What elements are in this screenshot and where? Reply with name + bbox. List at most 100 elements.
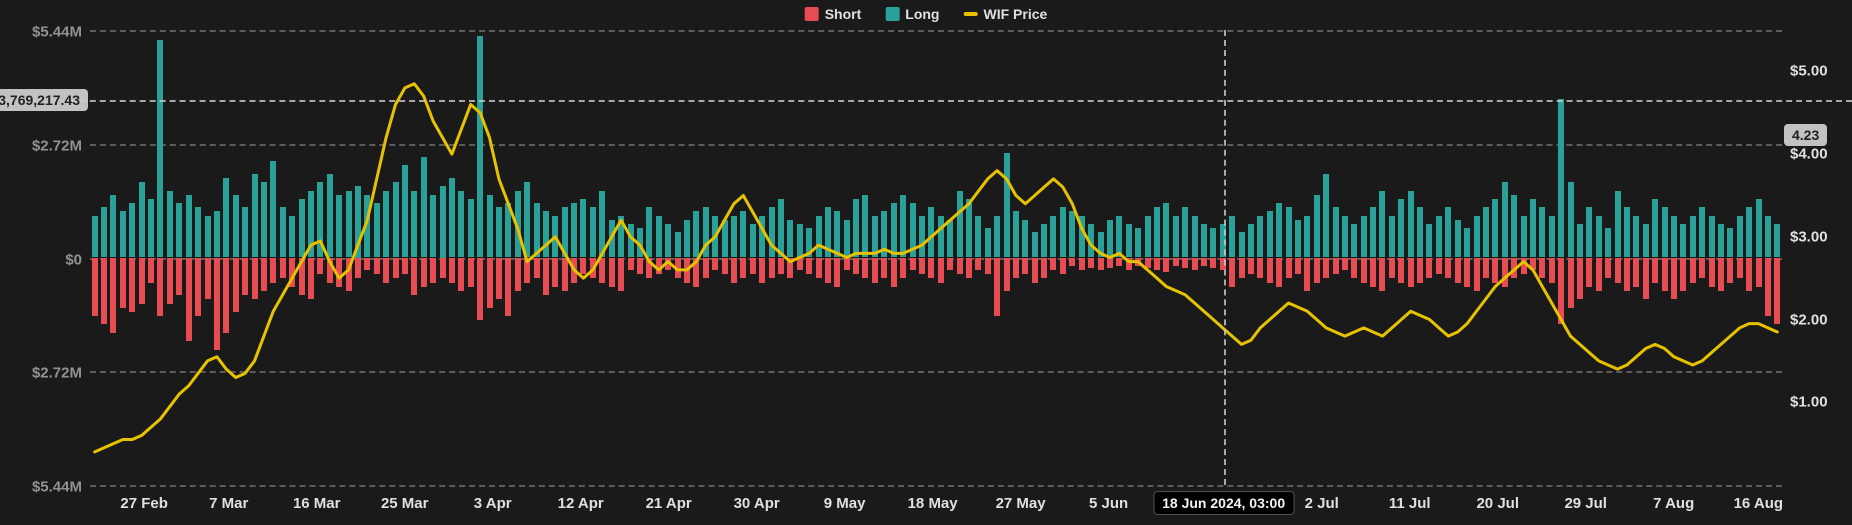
bar-short[interactable] — [975, 258, 981, 271]
bar-short[interactable] — [1276, 258, 1282, 287]
bar-long[interactable] — [270, 161, 276, 257]
bar-short[interactable] — [966, 258, 972, 279]
bar-long[interactable] — [750, 224, 756, 257]
bar-short[interactable] — [157, 258, 163, 317]
bar-long[interactable] — [1032, 232, 1038, 257]
bar-short[interactable] — [223, 258, 229, 333]
bar-short[interactable] — [1379, 258, 1385, 291]
bar-long[interactable] — [205, 216, 211, 258]
bar-long[interactable] — [1098, 232, 1104, 257]
bar-short[interactable] — [1492, 258, 1498, 283]
bar-short[interactable] — [1568, 258, 1574, 308]
bar-short[interactable] — [524, 258, 530, 283]
bar-short[interactable] — [1079, 258, 1085, 271]
bar-long[interactable] — [862, 195, 868, 258]
bar-short[interactable] — [534, 258, 540, 279]
bar-long[interactable] — [1276, 203, 1282, 257]
bar-long[interactable] — [346, 191, 352, 258]
bar-long[interactable] — [252, 174, 258, 258]
bar-short[interactable] — [430, 258, 436, 283]
bar-long[interactable] — [374, 203, 380, 257]
bar-long[interactable] — [1408, 191, 1414, 258]
bar-long[interactable] — [1116, 216, 1122, 258]
bar-long[interactable] — [1060, 207, 1066, 257]
bar-long[interactable] — [1709, 216, 1715, 258]
bar-long[interactable] — [1314, 195, 1320, 258]
bar-long[interactable] — [712, 216, 718, 258]
bar-short[interactable] — [618, 258, 624, 291]
bar-short[interactable] — [440, 258, 446, 279]
bar-short[interactable] — [1671, 258, 1677, 300]
bar-long[interactable] — [139, 182, 145, 257]
bar-long[interactable] — [1088, 224, 1094, 257]
bar-short[interactable] — [1709, 258, 1715, 287]
bar-short[interactable] — [458, 258, 464, 291]
bar-long[interactable] — [928, 207, 934, 257]
bar-long[interactable] — [327, 174, 333, 258]
bar-short[interactable] — [731, 258, 737, 283]
bar-long[interactable] — [844, 220, 850, 258]
bar-short[interactable] — [364, 258, 370, 271]
bar-long[interactable] — [1455, 220, 1461, 258]
bar-long[interactable] — [393, 182, 399, 257]
bar-short[interactable] — [468, 258, 474, 287]
bar-short[interactable] — [101, 258, 107, 325]
bar-short[interactable] — [1474, 258, 1480, 291]
bar-long[interactable] — [1286, 207, 1292, 257]
bar-long[interactable] — [289, 216, 295, 258]
bar-long[interactable] — [910, 203, 916, 257]
bar-short[interactable] — [374, 258, 380, 275]
bar-short[interactable] — [1210, 258, 1216, 268]
bar-long[interactable] — [646, 207, 652, 257]
bar-long[interactable] — [233, 195, 239, 258]
bar-long[interactable] — [1643, 224, 1649, 257]
bar-long[interactable] — [1323, 174, 1329, 258]
bar-short[interactable] — [1558, 258, 1564, 325]
bar-long[interactable] — [458, 191, 464, 258]
bar-short[interactable] — [1173, 258, 1179, 266]
bar-long[interactable] — [722, 220, 728, 258]
bar-long[interactable] — [1163, 203, 1169, 257]
bar-long[interactable] — [1267, 211, 1273, 257]
bar-long[interactable] — [759, 216, 765, 258]
bar-long[interactable] — [618, 216, 624, 258]
bar-short[interactable] — [252, 258, 258, 300]
bar-long[interactable] — [1727, 228, 1733, 257]
bar-long[interactable] — [919, 216, 925, 258]
bar-long[interactable] — [157, 40, 163, 257]
bar-long[interactable] — [1201, 224, 1207, 257]
bar-long[interactable] — [1239, 232, 1245, 257]
bar-short[interactable] — [1013, 258, 1019, 279]
bar-long[interactable] — [1041, 224, 1047, 257]
bar-long[interactable] — [1502, 182, 1508, 257]
bar-short[interactable] — [778, 258, 784, 275]
bar-long[interactable] — [524, 182, 530, 257]
bar-short[interactable] — [1662, 258, 1668, 291]
bar-short[interactable] — [1680, 258, 1686, 291]
bar-long[interactable] — [1737, 216, 1743, 258]
bar-long[interactable] — [1652, 199, 1658, 258]
bar-long[interactable] — [769, 207, 775, 257]
bar-short[interactable] — [1267, 258, 1273, 283]
bar-long[interactable] — [355, 186, 361, 257]
bar-long[interactable] — [1474, 216, 1480, 258]
plot-area[interactable]: $5.44M$2.72M$0$2.72M$5.44M$5.00$4.00$3.0… — [90, 30, 1782, 485]
bar-long[interactable] — [1022, 220, 1028, 258]
bar-long[interactable] — [900, 195, 906, 258]
bar-long[interactable] — [1145, 216, 1151, 258]
bar-long[interactable] — [1379, 191, 1385, 258]
bar-short[interactable] — [308, 258, 314, 300]
bar-short[interactable] — [195, 258, 201, 317]
bar-long[interactable] — [957, 191, 963, 258]
bar-short[interactable] — [628, 258, 634, 271]
bar-short[interactable] — [580, 258, 586, 275]
bar-short[interactable] — [994, 258, 1000, 317]
bar-long[interactable] — [1013, 211, 1019, 257]
bar-long[interactable] — [1558, 99, 1564, 258]
bar-short[interactable] — [1257, 258, 1263, 279]
bar-long[interactable] — [1361, 216, 1367, 258]
bar-short[interactable] — [261, 258, 267, 291]
bar-long[interactable] — [92, 216, 98, 258]
bar-short[interactable] — [167, 258, 173, 304]
bar-short[interactable] — [336, 258, 342, 287]
